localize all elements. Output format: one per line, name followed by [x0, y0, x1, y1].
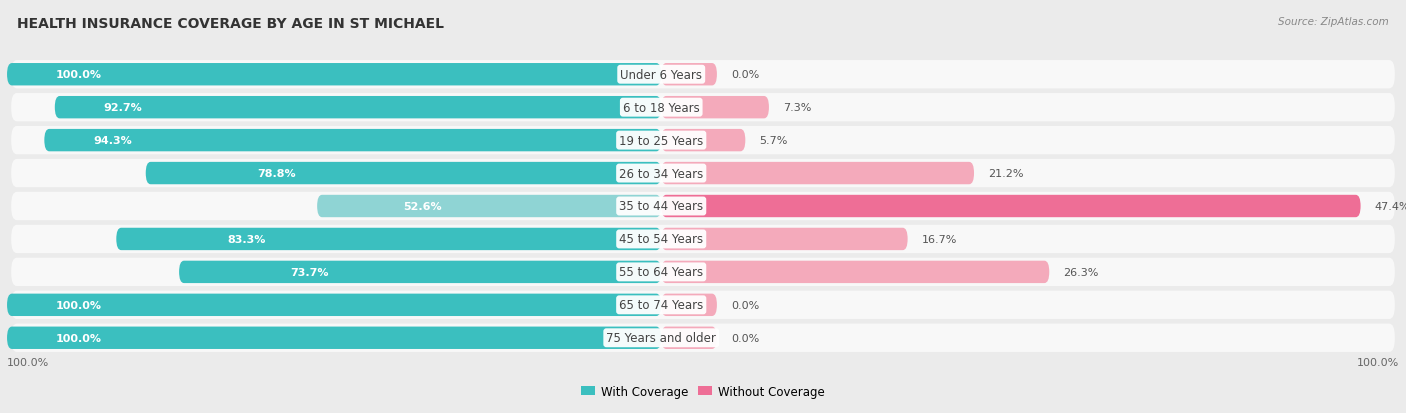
Text: 100.0%: 100.0%: [56, 333, 101, 343]
FancyBboxPatch shape: [11, 61, 1395, 89]
FancyBboxPatch shape: [318, 195, 661, 218]
Text: 47.4%: 47.4%: [1375, 202, 1406, 211]
Text: 94.3%: 94.3%: [93, 136, 132, 146]
FancyBboxPatch shape: [661, 162, 974, 185]
FancyBboxPatch shape: [661, 97, 769, 119]
Text: 0.0%: 0.0%: [731, 300, 759, 310]
FancyBboxPatch shape: [661, 130, 745, 152]
Text: 26 to 34 Years: 26 to 34 Years: [619, 167, 703, 180]
FancyBboxPatch shape: [45, 130, 661, 152]
FancyBboxPatch shape: [11, 291, 1395, 319]
Text: 100.0%: 100.0%: [56, 70, 101, 80]
FancyBboxPatch shape: [661, 261, 1049, 283]
Text: 100.0%: 100.0%: [1357, 357, 1399, 367]
FancyBboxPatch shape: [55, 97, 661, 119]
Text: 6 to 18 Years: 6 to 18 Years: [623, 102, 700, 114]
FancyBboxPatch shape: [11, 258, 1395, 286]
FancyBboxPatch shape: [7, 64, 661, 86]
FancyBboxPatch shape: [661, 64, 717, 86]
Text: 83.3%: 83.3%: [228, 234, 266, 244]
FancyBboxPatch shape: [7, 327, 661, 349]
Text: 92.7%: 92.7%: [104, 103, 142, 113]
Text: 100.0%: 100.0%: [56, 300, 101, 310]
FancyBboxPatch shape: [11, 127, 1395, 155]
Text: 45 to 54 Years: 45 to 54 Years: [619, 233, 703, 246]
Legend: With Coverage, Without Coverage: With Coverage, Without Coverage: [576, 380, 830, 402]
FancyBboxPatch shape: [11, 324, 1395, 352]
FancyBboxPatch shape: [11, 159, 1395, 188]
Text: 75 Years and older: 75 Years and older: [606, 332, 716, 344]
Text: 73.7%: 73.7%: [291, 267, 329, 277]
Text: 78.8%: 78.8%: [257, 169, 295, 179]
FancyBboxPatch shape: [661, 327, 717, 349]
FancyBboxPatch shape: [11, 225, 1395, 254]
FancyBboxPatch shape: [117, 228, 661, 251]
Text: 35 to 44 Years: 35 to 44 Years: [619, 200, 703, 213]
FancyBboxPatch shape: [11, 192, 1395, 221]
FancyBboxPatch shape: [7, 294, 661, 316]
Text: Source: ZipAtlas.com: Source: ZipAtlas.com: [1278, 17, 1389, 26]
Text: 16.7%: 16.7%: [921, 234, 957, 244]
Text: 0.0%: 0.0%: [731, 333, 759, 343]
FancyBboxPatch shape: [179, 261, 661, 283]
FancyBboxPatch shape: [661, 228, 908, 251]
FancyBboxPatch shape: [146, 162, 661, 185]
FancyBboxPatch shape: [11, 94, 1395, 122]
FancyBboxPatch shape: [661, 294, 717, 316]
Text: Under 6 Years: Under 6 Years: [620, 69, 702, 81]
Text: 55 to 64 Years: 55 to 64 Years: [619, 266, 703, 279]
Text: 19 to 25 Years: 19 to 25 Years: [619, 134, 703, 147]
Text: 100.0%: 100.0%: [7, 357, 49, 367]
Text: 52.6%: 52.6%: [404, 202, 441, 211]
Text: 7.3%: 7.3%: [783, 103, 811, 113]
Text: 26.3%: 26.3%: [1063, 267, 1098, 277]
Text: 21.2%: 21.2%: [988, 169, 1024, 179]
Text: 65 to 74 Years: 65 to 74 Years: [619, 299, 703, 311]
Text: 5.7%: 5.7%: [759, 136, 787, 146]
FancyBboxPatch shape: [661, 195, 1361, 218]
Text: HEALTH INSURANCE COVERAGE BY AGE IN ST MICHAEL: HEALTH INSURANCE COVERAGE BY AGE IN ST M…: [17, 17, 444, 31]
Text: 0.0%: 0.0%: [731, 70, 759, 80]
